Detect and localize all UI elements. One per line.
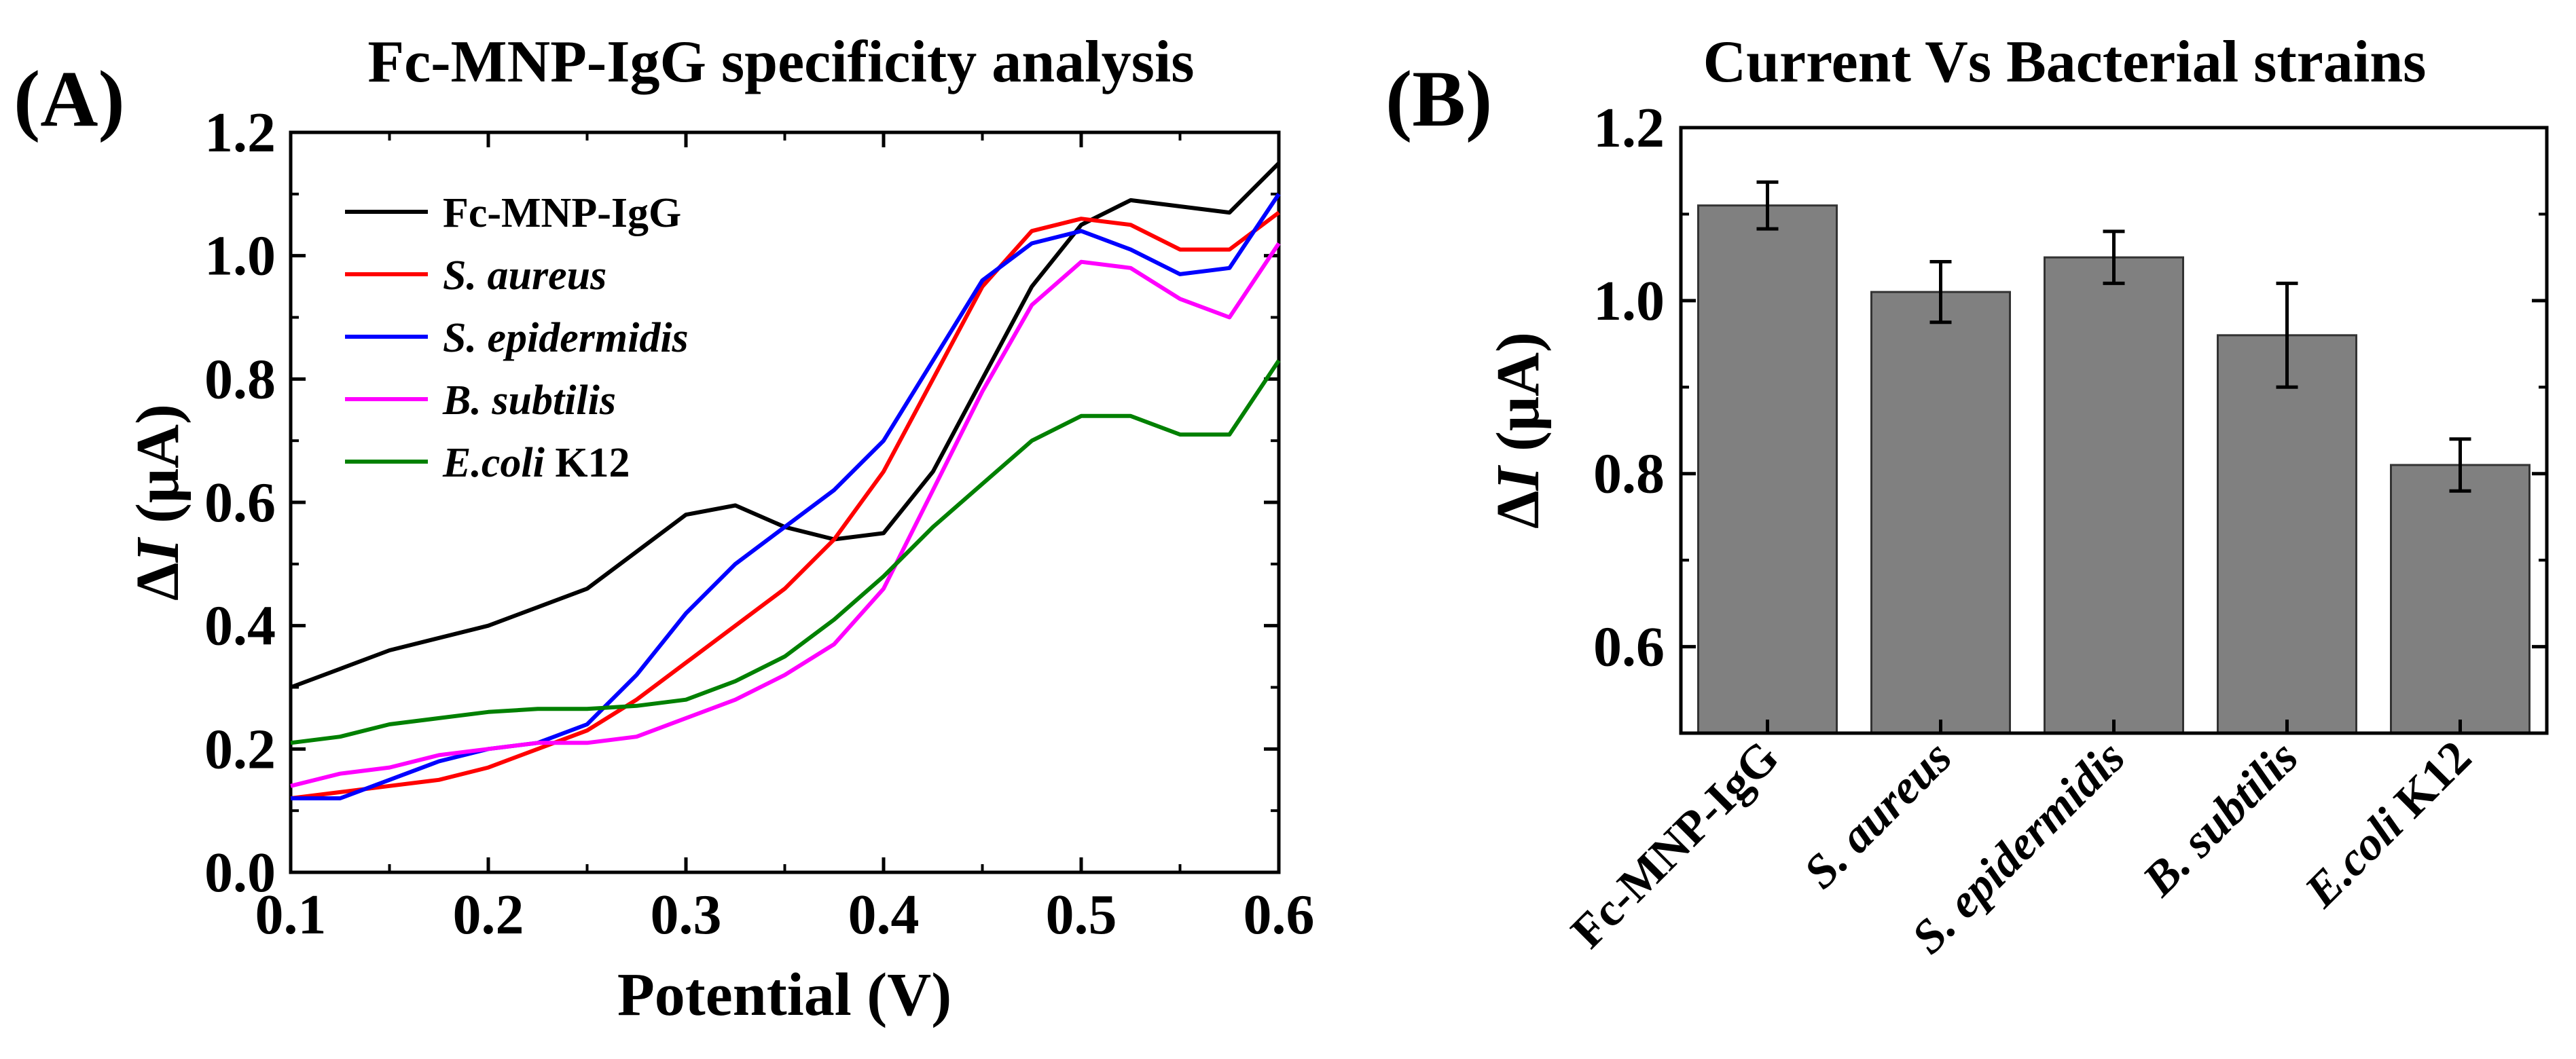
- panel-a-y-tick-label: 1.2: [204, 101, 276, 164]
- legend-label: E.coli K12: [442, 440, 630, 486]
- panel-a-y-axis-label: ΔI (μA): [124, 404, 192, 601]
- legend-label: B. subtilis: [442, 377, 616, 424]
- category-label-rest: Fc-MNP-IgG: [1561, 731, 1789, 959]
- panel-a-x-tick-label: 0.3: [651, 883, 722, 946]
- panel-a-y-tick-label: 0.0: [204, 841, 276, 904]
- panel-b: (B) Current Vs Bacterial strains 0.6 0.8 1…: [1385, 29, 2549, 964]
- panel-b-y-tick-label: 1.0: [1593, 270, 1665, 333]
- panel-b-title: Current Vs Bacterial strains: [1703, 29, 2427, 95]
- panel-a: (A) Fc-MNP-IgG specificity analysis 0.1 0…: [14, 29, 1315, 1028]
- panel-a-y-tick-labels: 0.0 0.2 0.4 0.6 0.8 1.0 1.2: [204, 101, 276, 904]
- panel-a-legend: Fc-MNP-IgG S. aureus S. epidermidis B. subt…: [345, 190, 689, 486]
- panel-a-y-tick-label: 0.2: [204, 718, 276, 781]
- panel-b-y-axis-label: ΔI (μA): [1485, 332, 1552, 529]
- panel-a-y-label-delta: Δ: [124, 563, 192, 601]
- panel-a-y-tick-label: 0.8: [204, 348, 276, 411]
- panel-a-x-tick-label: 0.2: [453, 883, 524, 946]
- legend-label-italic: B. subtilis: [442, 377, 616, 424]
- category-label: Fc-MNP-IgG: [1561, 731, 1789, 959]
- panel-a-label: (A): [14, 54, 125, 143]
- panel-a-x-tick-label: 0.6: [1244, 883, 1315, 946]
- panel-a-x-tick-label: 0.4: [848, 883, 920, 946]
- legend-label-italic: S. epidermidis: [443, 315, 689, 361]
- series-line-e-coli-k12: [290, 359, 1281, 745]
- panel-b-ticks: [1681, 126, 2547, 733]
- series-line-fc-mnp-igg: [289, 162, 1281, 690]
- category-label-italic: B. subtilis: [2133, 731, 2308, 907]
- category-label: B. subtilis: [2133, 731, 2308, 907]
- panel-b-y-tick-label: 0.8: [1593, 443, 1665, 506]
- panel-a-y-tick-label: 1.0: [204, 225, 276, 288]
- category-label: S. aureus: [1794, 731, 1962, 899]
- legend-label: S. aureus: [443, 253, 606, 299]
- panel-b-y-label-delta: Δ: [1485, 491, 1552, 529]
- panel-b-y-tick-labels: 0.6 0.8 1.0 1.2: [1593, 96, 1665, 679]
- panel-b-label: (B): [1385, 54, 1492, 143]
- bar-s-epidermidis: [2044, 256, 2184, 735]
- legend-label-rest: Fc-MNP-IgG: [443, 190, 681, 236]
- panel-a-x-tick-label: 0.1: [255, 883, 327, 946]
- series-line-s-aureus: [290, 210, 1280, 800]
- panel-b-y-tick-label: 0.6: [1593, 616, 1665, 679]
- panel-b-error-bars: [1756, 180, 2471, 493]
- panel-b-y-label-unit: (μA): [1485, 332, 1552, 466]
- panel-b-y-tick-label: 1.2: [1593, 96, 1665, 160]
- panel-a-x-axis-label: Potential (V): [617, 961, 951, 1028]
- panel-a-x-tick-labels: 0.1 0.2 0.3 0.4 0.5 0.6: [255, 883, 1315, 946]
- panel-a-series-lines: [289, 162, 1281, 800]
- category-label: E.coli K12: [2295, 731, 2482, 918]
- category-label-italic: S. aureus: [1794, 731, 1962, 899]
- legend-label-rest: K12: [545, 440, 630, 486]
- legend-label: Fc-MNP-IgG: [443, 190, 681, 236]
- panel-a-ticks: [289, 130, 1281, 874]
- bar-b-subtilis: [2217, 334, 2357, 735]
- series-line-s-epidermidis: [291, 193, 1281, 800]
- panel-a-y-label-var: I: [124, 537, 192, 563]
- bar-s-aureus: [1870, 291, 2011, 735]
- bar-fc-mnp-igg: [1697, 204, 1838, 735]
- panel-a-title: Fc-MNP-IgG specificity analysis: [367, 29, 1194, 95]
- panel-a-x-tick-label: 0.5: [1046, 883, 1117, 946]
- panel-b-y-label-var: I: [1485, 465, 1552, 491]
- legend-label: S. epidermidis: [443, 315, 689, 361]
- bar-e-coli-k12: [2390, 464, 2530, 735]
- legend-label-italic: S. aureus: [443, 253, 606, 299]
- series-line-b-subtilis: [290, 242, 1281, 788]
- panel-a-y-label-unit: (μA): [124, 404, 192, 538]
- panel-a-y-tick-label: 0.4: [204, 595, 276, 658]
- panel-a-y-tick-label: 0.6: [204, 471, 276, 534]
- legend-label-italic: E.coli: [442, 440, 545, 486]
